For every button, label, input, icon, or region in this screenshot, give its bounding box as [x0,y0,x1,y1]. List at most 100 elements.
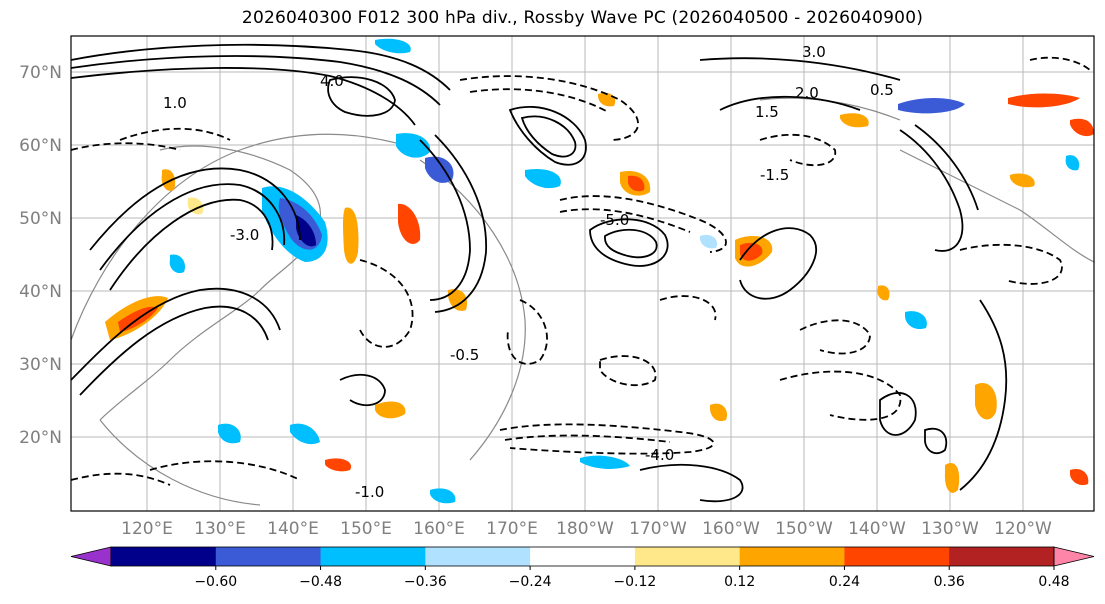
colorbar-tick-label: 0.12 [724,574,755,590]
lon-label: 150°W [775,519,833,539]
lat-label: 40°N [19,282,62,302]
lat-label: 70°N [19,63,62,83]
shade-positive [161,169,176,191]
colorbar-segment [320,547,426,566]
shade-positive [840,113,869,128]
shade-negative [1065,155,1080,171]
lon-label: 150°E [340,519,392,539]
contour-label: 1.0 [163,94,187,112]
shade-negative [700,234,718,249]
contour-label: 0.5 [870,81,894,99]
shade-negative [296,215,316,247]
shade-negative [396,133,431,158]
colorbar-segment [949,547,1055,566]
colorbar-extend-high [1053,546,1095,567]
shade-positive [598,92,616,107]
colorbar-tick-label: −0.12 [613,574,656,590]
colorbar-segment [111,547,217,566]
coastlines [70,97,1095,506]
lon-label: 170°W [629,519,687,539]
latitude-labels: 70°N 60°N 50°N 40°N 30°N 20°N [19,63,62,448]
shade-negative [425,156,454,183]
shade-negative [169,254,186,274]
shade-positive [944,462,960,493]
shade-positive [1008,93,1080,108]
lat-label: 50°N [19,209,62,229]
contour-label: -5.0 [600,211,629,229]
coastline-arc [70,133,421,341]
colorbar-segment [739,547,845,566]
contour-label: 3.0 [802,43,826,61]
lon-label: 160°W [702,519,760,539]
shade-positive [877,285,890,301]
lon-label: 130°W [921,519,979,539]
shade-negative [430,488,456,504]
colorbar-extend-low [70,546,112,567]
colorbar-tick-label: −0.36 [404,574,447,590]
colorbar-tick-label: 0.36 [934,574,965,590]
shade-positive [448,289,468,311]
coastline-arc-3 [99,419,261,506]
lon-label: 120°E [121,519,173,539]
colorbar-segment [425,547,531,566]
contour-label: 4.0 [320,72,344,90]
lon-label: 140°E [267,519,319,539]
shade-positive [740,242,763,261]
shade-negative [218,423,241,444]
coastline-na [899,149,1095,263]
contour-label: -0.5 [450,346,479,364]
lon-label: 160°E [413,519,465,539]
shade-positive [1070,468,1089,486]
shade-negative [580,455,630,469]
lon-label: 140°W [848,519,906,539]
shade-positive [375,401,406,419]
shade-positive [1010,173,1035,188]
shade-negative [525,168,561,189]
shade-negative [898,98,965,114]
lon-label: 170°E [486,519,538,539]
colorbar-segment [215,547,322,566]
lon-label: 120°W [994,519,1052,539]
shade-positive [1070,118,1094,137]
colorbar-outline [110,546,1055,567]
coastline-asia [99,145,321,421]
contour-label: -3.0 [230,226,259,244]
map-title: 2026040300 F012 300 hPa div., Rossby Wav… [241,8,924,28]
contour-label: -1.5 [760,166,789,184]
lon-label: 180°W [556,519,614,539]
shade-negative [375,38,411,54]
contours-dashed [70,56,1091,486]
colorbar: −0.60 −0.48 −0.36 −0.24 −0.12 0.12 0.24 0.36 0.4… [70,546,1095,590]
shading [105,38,1094,504]
contour-label: 1.5 [755,103,779,121]
shade-positive [975,383,997,420]
shade-positive [398,203,421,244]
map-panel [71,36,1094,511]
coastline-arc-2 [419,159,526,461]
contours-solid [70,43,1008,503]
colorbar-segment [844,547,950,566]
contour-label: -1.0 [355,483,384,501]
shade-negative [905,311,927,330]
colorbar-tick-label: 0.24 [829,574,860,590]
contour-labels: 3.0 2.0 1.0 0.5 -0.5 -1.0 -1.5 -3.0 4.0 … [163,43,894,501]
contour-label: 2.0 [795,84,819,102]
colorbar-tick-label: −0.60 [194,574,237,590]
shade-positive [628,175,645,192]
shade-positive [710,403,728,422]
lat-label: 20°N [19,428,62,448]
lat-label: 60°N [19,136,62,156]
lat-label: 30°N [19,355,62,375]
colorbar-tick-label: −0.48 [299,574,342,590]
shade-negative [290,423,320,445]
colorbar-segment [634,547,741,566]
shade-positive [325,458,352,472]
lon-label: 130°E [194,519,246,539]
map-frame [70,35,1095,512]
shade-positive [343,207,359,264]
colorbar-segment [530,547,636,566]
colorbar-tick-label: −0.24 [509,574,552,590]
contour-label: -4.0 [645,446,674,464]
colorbar-tick-label: 0.48 [1038,574,1069,590]
